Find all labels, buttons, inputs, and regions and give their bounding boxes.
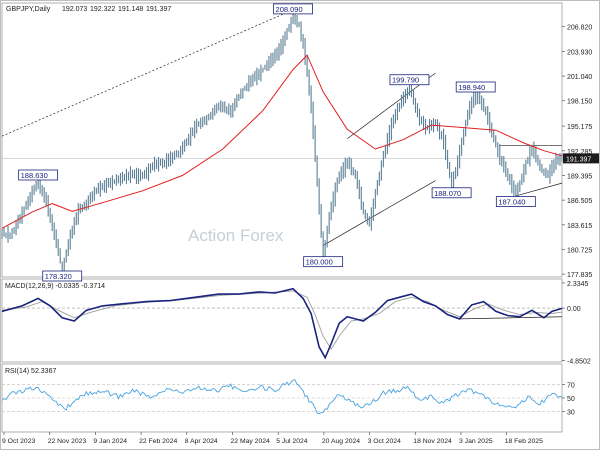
macd-title: MACD(12,26,9) -0.0335 -0.3714 bbox=[5, 283, 105, 290]
price-y-tick-label: 183.615 bbox=[567, 223, 592, 230]
macd-y-tick-label: 2.3345 bbox=[567, 281, 589, 288]
price-annotation-label: 188.630 bbox=[21, 171, 48, 180]
rsi-y-tick-label: 30 bbox=[567, 410, 575, 417]
price-annotation-box bbox=[42, 270, 83, 282]
price-annotation-label: 180.000 bbox=[306, 258, 333, 267]
x-tick-label: 22 May 2024 bbox=[231, 438, 271, 445]
price-annotation-box bbox=[389, 74, 430, 86]
panel-2-frame bbox=[1, 278, 563, 363]
x-tick-label: 9 Oct 2023 bbox=[2, 438, 35, 445]
price-y-tick-label: 186.505 bbox=[567, 198, 592, 205]
x-tick-label: 22 Nov 2023 bbox=[48, 438, 87, 445]
x-tick-label: 22 Feb 2024 bbox=[139, 438, 177, 445]
price-annotation-box bbox=[18, 169, 59, 181]
macd-y-tick-label: -4.8502 bbox=[567, 358, 591, 365]
price-y-tick-label: 192.285 bbox=[567, 149, 592, 156]
price-annotation-box bbox=[431, 187, 472, 199]
last-price-tag bbox=[563, 153, 599, 164]
price-annotation-label: 187.040 bbox=[498, 198, 525, 207]
x-tick-label: 18 Feb 2025 bbox=[505, 438, 543, 445]
price-annotation-label: 208.090 bbox=[276, 5, 303, 14]
price-trendline-2 bbox=[322, 180, 436, 246]
rsi-title: RSI(14) 52.3367 bbox=[5, 368, 56, 375]
panel-1-frame bbox=[1, 2, 563, 278]
price-annotation-box bbox=[455, 81, 496, 93]
price-annotation-label: 198.940 bbox=[458, 83, 485, 92]
ohlc-open: 192.073 bbox=[62, 6, 87, 13]
price-y-tick-label: 177.835 bbox=[567, 272, 592, 279]
price-y-tick-label: 198.150 bbox=[567, 99, 592, 106]
rsi-y-tick-label: 50 bbox=[567, 396, 575, 403]
x-tick-label: 3 Oct 2024 bbox=[368, 438, 401, 445]
price-annotation-box bbox=[303, 256, 344, 268]
macd-y-tick-label: 0.00 bbox=[567, 306, 581, 313]
price-y-tick-label: 189.395 bbox=[567, 173, 592, 180]
price-y-tick-label: 195.175 bbox=[567, 124, 592, 131]
price-trendline-5 bbox=[515, 182, 563, 197]
x-tick-label: 8 Apr 2024 bbox=[185, 438, 218, 445]
symbol-title: GBPJPY,Daily bbox=[6, 6, 51, 13]
moving-average-line bbox=[1, 54, 563, 229]
last-price-label: 191.397 bbox=[566, 156, 591, 163]
price-annotation-label: 199.790 bbox=[392, 76, 419, 85]
price-annotation-box bbox=[495, 196, 536, 207]
rsi-y-tick-label: 70 bbox=[567, 382, 575, 389]
x-tick-label: 9 Jan 2024 bbox=[93, 438, 127, 445]
price-y-tick-label: 201.040 bbox=[567, 74, 592, 81]
price-bars bbox=[1, 8, 563, 276]
ohlc-low: 191.148 bbox=[118, 6, 143, 13]
price-y-tick-label: 180.725 bbox=[567, 247, 592, 254]
x-tick-label: 18 Nov 2024 bbox=[413, 438, 452, 445]
price-annotation-label: 188.070 bbox=[434, 189, 461, 198]
ohlc-close: 191.397 bbox=[146, 6, 171, 13]
macd-line bbox=[1, 287, 563, 360]
x-tick-label: 3 Jan 2025 bbox=[459, 438, 493, 445]
macd-signal-line bbox=[1, 290, 563, 350]
rsi-line bbox=[1, 379, 563, 415]
ohlc-high: 192.322 bbox=[90, 6, 115, 13]
price-y-tick-label: 206.820 bbox=[567, 25, 592, 32]
macd-trendline bbox=[459, 316, 563, 320]
price-annotation-box bbox=[273, 3, 313, 15]
x-tick-label: 5 Jul 2024 bbox=[276, 438, 308, 445]
watermark-text: Action Forex bbox=[188, 226, 284, 245]
price-trendline-1 bbox=[1, 9, 294, 137]
x-tick-label: 20 Aug 2024 bbox=[322, 438, 360, 445]
price-y-tick-label: 203.930 bbox=[567, 49, 592, 56]
price-annotation-label: 178.320 bbox=[45, 272, 72, 281]
